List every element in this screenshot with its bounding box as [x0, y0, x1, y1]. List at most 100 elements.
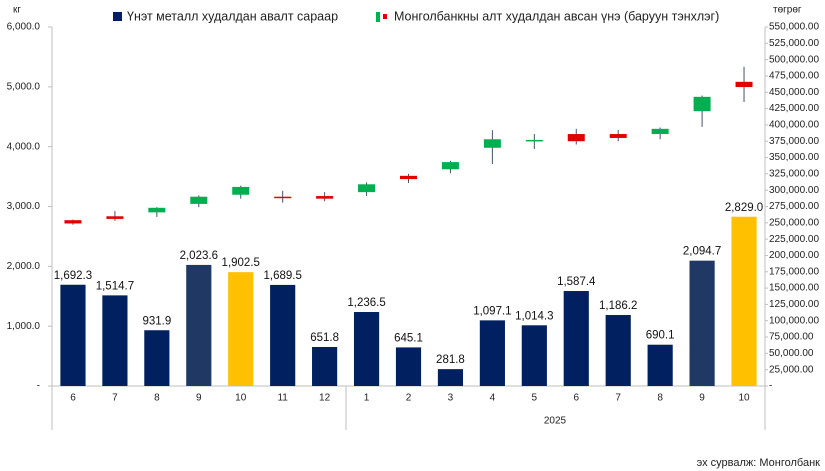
candle-body: [190, 196, 208, 204]
x-tick-label: 6: [573, 393, 579, 404]
source: эх сурвалж: Монголбанк: [697, 457, 821, 469]
bar: [353, 312, 380, 386]
y-tick-label: 6,000.0: [7, 22, 41, 33]
y2-tick-label: 375,000.00: [769, 136, 819, 147]
x-tick-label: 12: [319, 393, 331, 404]
value-label: 690.1: [646, 330, 675, 342]
bar: [605, 315, 631, 386]
candle-body: [693, 96, 711, 112]
candle-body: [483, 139, 501, 148]
x-tick-label: 6: [70, 393, 76, 404]
candle-body: [525, 139, 543, 142]
legend-label: Монголбанкны алт худалдан авсан үнэ (бар…: [394, 9, 719, 23]
y2-tick-label: 475,000.00: [769, 71, 819, 82]
y2-tick-label: 550,000.00: [769, 22, 819, 33]
value-label: 1,692.3: [54, 270, 92, 282]
y-tick-label: 3,000.0: [7, 201, 41, 212]
bar: [437, 369, 464, 386]
y2-tick-label: 25,000.00: [769, 364, 814, 375]
value-label: 2,023.6: [180, 250, 218, 262]
value-label: 1,236.5: [347, 297, 385, 309]
legend-swatch: [383, 14, 387, 19]
bar: [479, 320, 505, 386]
y-axis-title: кг: [13, 5, 21, 16]
y2-tick-label: 150,000.00: [769, 283, 819, 294]
legend-label: Үнэт металл худалдан авалт сараар: [127, 9, 338, 23]
y-tick-label: -: [37, 381, 40, 392]
bar: [144, 330, 170, 386]
bar: [731, 216, 757, 386]
candle-body: [64, 220, 82, 224]
bar: [228, 272, 254, 386]
x-tick-label: 2: [406, 393, 412, 404]
x-tick-label: 3: [448, 393, 454, 404]
y2-tick-label: 75,000.00: [769, 332, 814, 343]
x-tick-label: 1: [364, 393, 370, 404]
candle-body: [651, 128, 669, 135]
value-label: 1,514.7: [96, 280, 134, 292]
value-label: 2,829.0: [725, 202, 763, 214]
bar: [102, 295, 128, 386]
y2-tick-label: 325,000.00: [769, 169, 819, 180]
value-label: 1,097.1: [473, 305, 511, 317]
candle-body: [316, 196, 334, 199]
value-label: 1,587.4: [557, 276, 596, 288]
y2-tick-label: 50,000.00: [769, 348, 814, 359]
x-tick-label: 8: [657, 393, 663, 404]
value-label: 651.8: [310, 332, 339, 344]
value-label: 1,902.5: [222, 257, 260, 269]
x-tick-label: 8: [154, 393, 160, 404]
y2-tick-label: 225,000.00: [769, 234, 819, 245]
value-label: 1,689.5: [263, 270, 301, 282]
y2-tick-label: 450,000.00: [769, 87, 819, 98]
y-tick-label: 2,000.0: [7, 261, 41, 272]
candle-body: [441, 162, 459, 170]
y2-tick-label: 125,000.00: [769, 299, 819, 310]
value-label: 645.1: [394, 332, 423, 344]
x-tick-label: 10: [738, 393, 750, 404]
value-label: 1,186.2: [599, 300, 637, 312]
y2-tick-label: 425,000.00: [769, 103, 819, 114]
value-label: 931.9: [142, 315, 171, 327]
y2-tick-label: 400,000.00: [769, 120, 819, 131]
bar: [689, 260, 715, 386]
y2-tick-label: 275,000.00: [769, 201, 819, 212]
candle-body: [567, 134, 585, 142]
candle-body: [274, 196, 292, 199]
candle-body: [232, 186, 250, 195]
y2-axis-title: төгрөг: [773, 5, 802, 16]
y2-tick-label: 500,000.00: [769, 54, 819, 65]
x-group-label: 2025: [544, 416, 567, 427]
bar: [521, 325, 547, 386]
y2-tick-label: 350,000.00: [769, 152, 819, 163]
x-tick-label: 7: [615, 393, 621, 404]
y2-tick-label: 200,000.00: [769, 250, 819, 261]
candle-body: [358, 184, 376, 193]
legend-swatch: [113, 12, 122, 21]
bar: [563, 291, 589, 386]
candle-body: [400, 175, 417, 180]
y2-tick-label: 100,000.00: [769, 315, 819, 326]
value-label: 1,014.3: [515, 310, 553, 322]
value-label: 281.8: [436, 354, 465, 366]
bar: [60, 284, 86, 386]
y-tick-label: 4,000.0: [7, 141, 41, 152]
candle-body: [148, 207, 166, 213]
bar: [395, 347, 422, 386]
candle-body: [106, 216, 124, 219]
y2-tick-label: 525,000.00: [769, 38, 819, 49]
bar: [312, 347, 338, 386]
candle-body: [735, 81, 753, 88]
y2-tick-label: 175,000.00: [769, 266, 819, 277]
y-tick-label: 5,000.0: [7, 81, 41, 92]
y2-tick-label: 250,000.00: [769, 217, 819, 228]
candle-body: [609, 134, 627, 138]
bar: [270, 284, 296, 386]
x-tick-label: 4: [490, 393, 496, 404]
x-tick-label: 9: [196, 393, 202, 404]
bar: [647, 344, 673, 386]
y2-tick-label: 300,000.00: [769, 185, 819, 196]
x-tick-label: 7: [112, 393, 118, 404]
y2-tick-label: -: [769, 381, 772, 392]
